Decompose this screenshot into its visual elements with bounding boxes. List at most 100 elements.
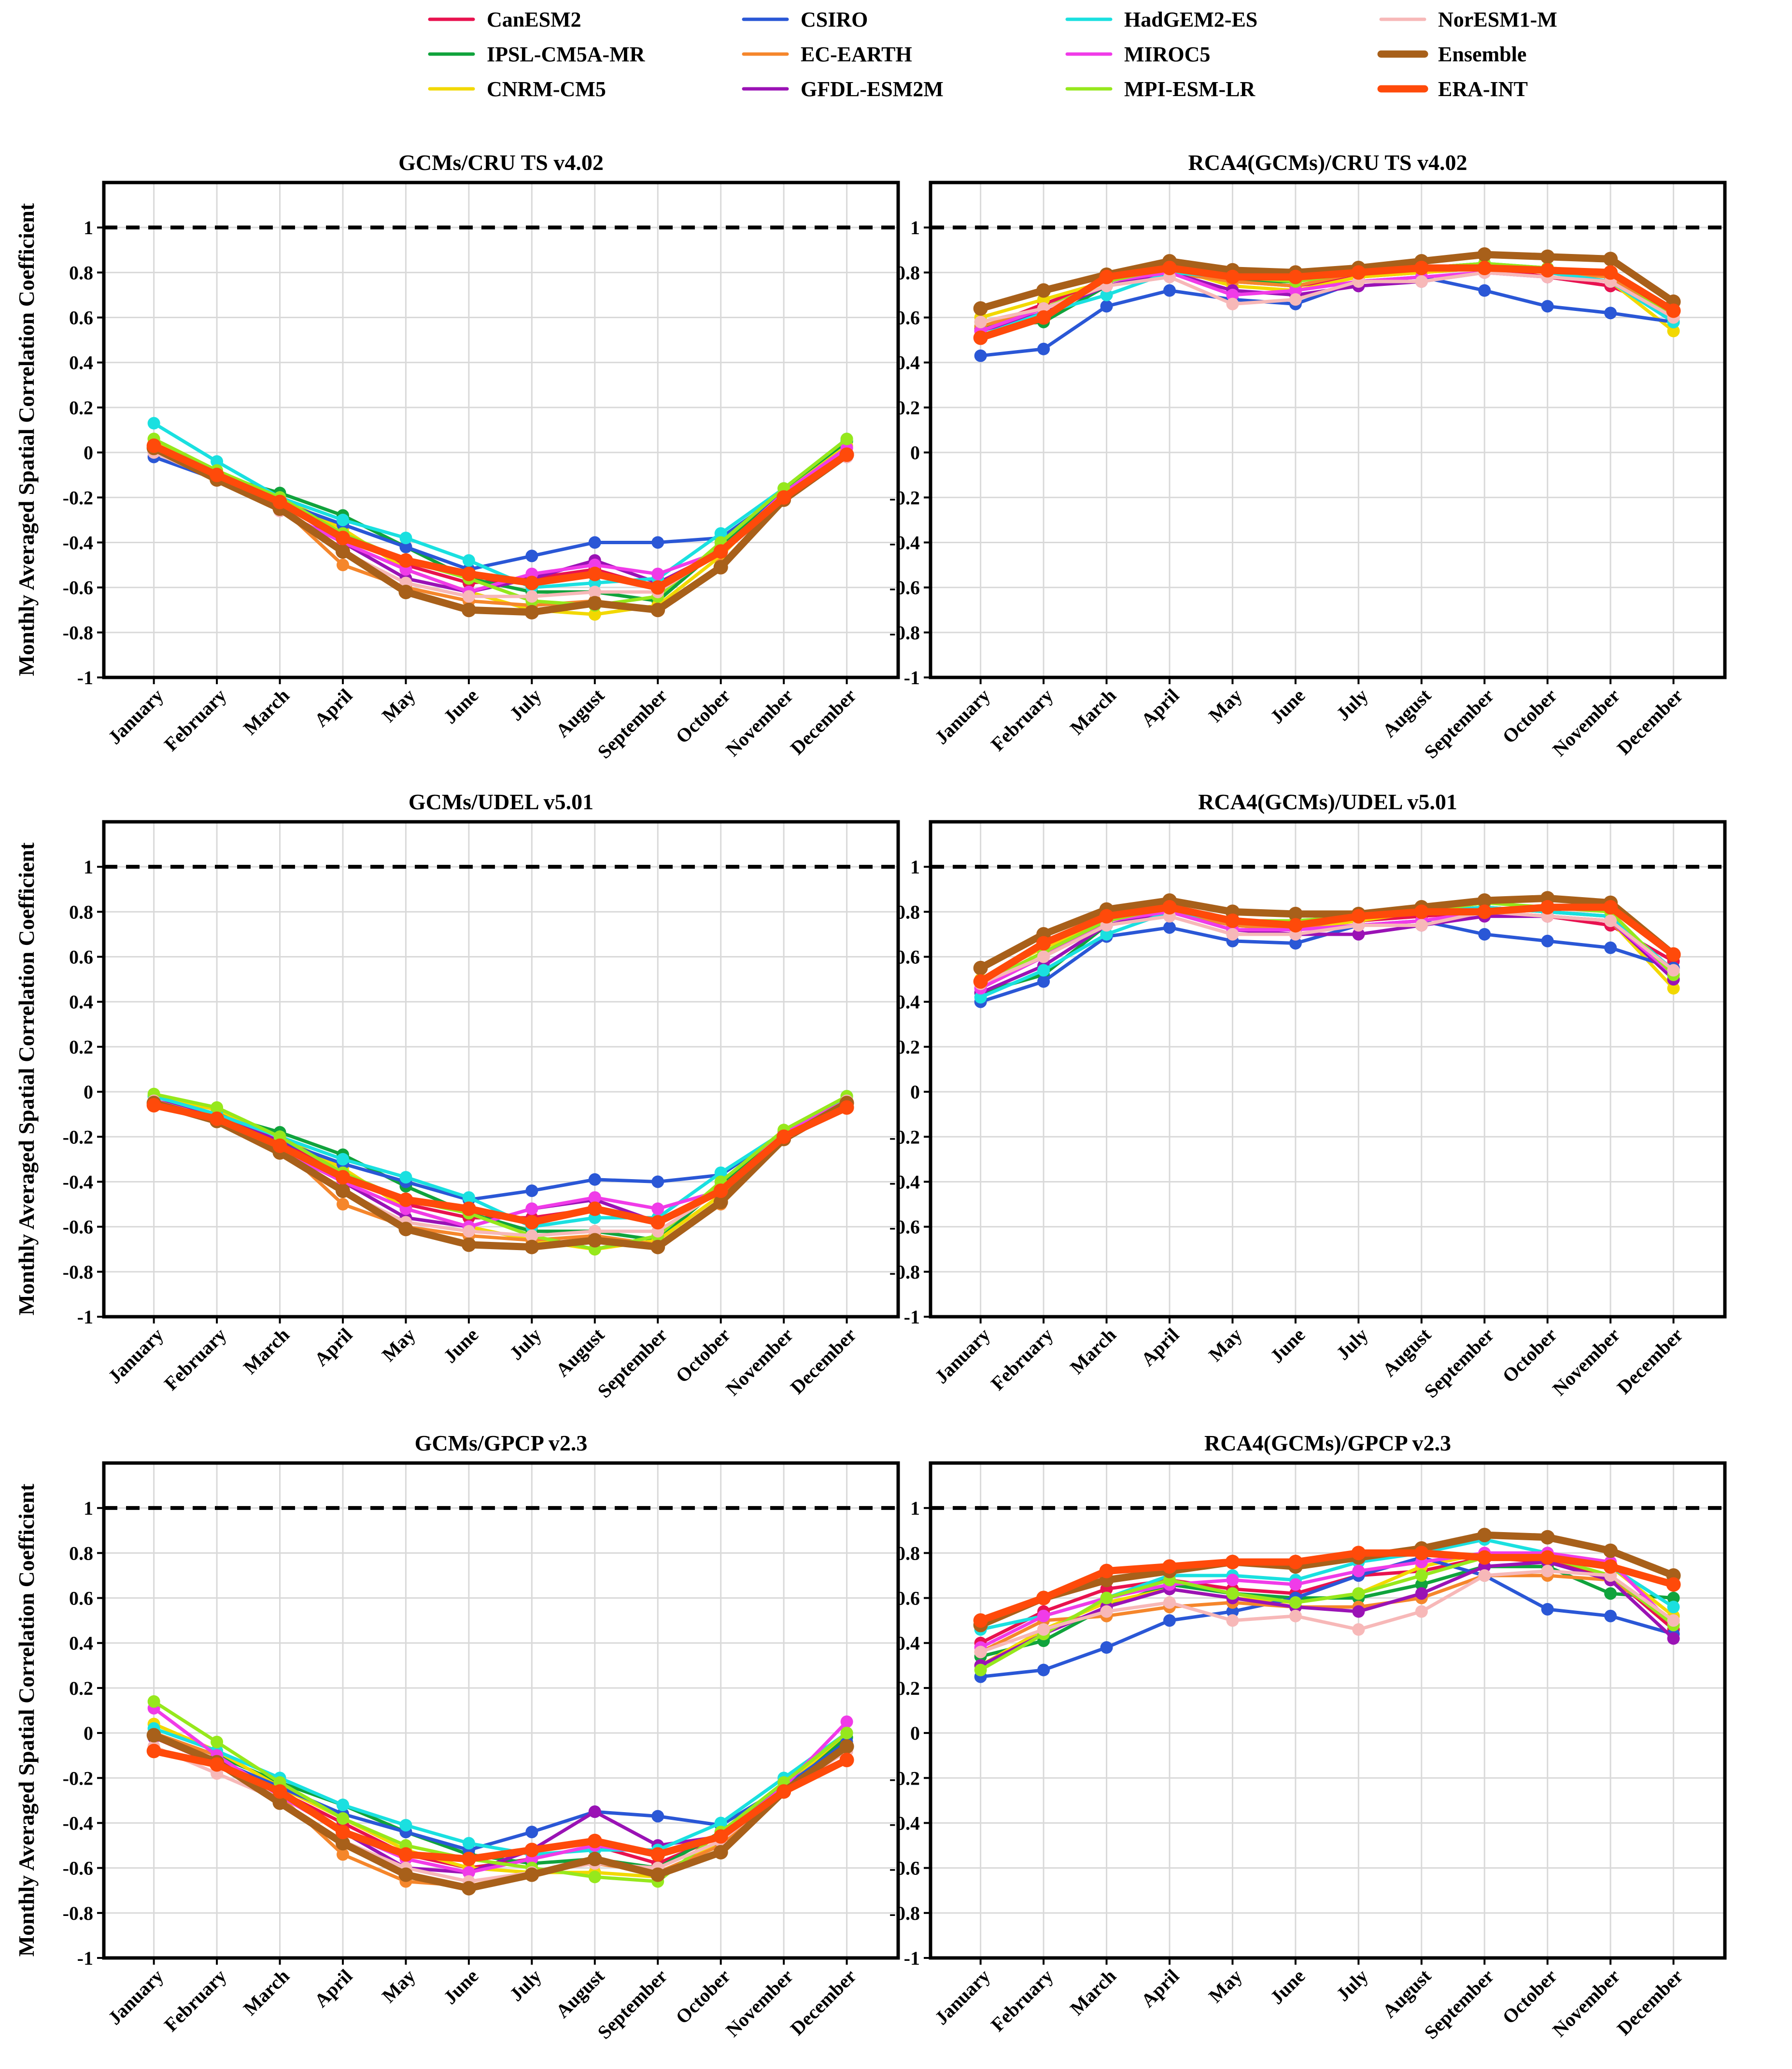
data-point-gfdl-esm2m (1415, 1587, 1428, 1600)
data-point-csiro (588, 536, 601, 549)
x-tick-label: March (1066, 685, 1120, 739)
data-point-noresm1-m (1415, 919, 1428, 932)
data-point-era-int (776, 1129, 791, 1144)
data-point-era-int (1036, 1590, 1051, 1605)
x-tick-label: March (239, 685, 294, 739)
data-point-era-int (272, 494, 287, 509)
data-point-era-int (1351, 265, 1366, 280)
data-point-csiro (1037, 342, 1050, 355)
data-point-ensemble (398, 1867, 413, 1882)
data-point-noresm1-m (1667, 1614, 1680, 1627)
series-line-ensemble (150, 1731, 851, 1892)
data-point-era-int (335, 1825, 350, 1840)
data-point-hadgem2-es (462, 554, 475, 567)
data-point-hadgem2-es (974, 991, 987, 1004)
data-point-csiro (1478, 928, 1491, 941)
data-point-era-int (146, 1098, 161, 1113)
x-tick-label: February (160, 685, 231, 756)
chart-title: RCA4(GCMs)/UDEL v5.01 (1198, 789, 1457, 814)
x-tick-label: December (1613, 1965, 1687, 2040)
data-point-noresm1-m (1037, 950, 1050, 963)
data-point-ensemble (335, 1183, 350, 1198)
data-point-noresm1-m (1100, 1605, 1113, 1618)
data-point-era-int (461, 566, 476, 581)
legend-item-miroc5: MIROC5 (1065, 42, 1210, 66)
data-point-ensemble (398, 584, 413, 599)
x-tick-label: February (160, 1965, 231, 2036)
y-tick-label: -0.4 (889, 1812, 920, 1834)
data-point-ensemble (1540, 249, 1555, 264)
y-tick-label: -0.4 (63, 1812, 93, 1834)
x-tick-label: February (987, 1324, 1058, 1395)
data-point-ipsl-cm5a-mr (1667, 1591, 1680, 1605)
data-point-noresm1-m (1163, 1596, 1176, 1609)
data-point-hadgem2-es (462, 1191, 475, 1204)
panels: GCMs/CRU TS v4.02 -1 -0.8 -0.6 -0.4 -0.2 0 0.2 0… (14, 150, 1727, 2043)
x-tick-label: August (1378, 684, 1436, 742)
data-point-era-int (335, 531, 350, 546)
data-point-miroc5 (462, 1866, 475, 1879)
chart-title: GCMs/GPCP v2.3 (415, 1431, 588, 1455)
data-point-era-int (776, 1784, 791, 1799)
series-line-mpi-esm-lr (152, 437, 849, 607)
data-point-ensemble (650, 603, 665, 618)
y-tick-label: -0.4 (63, 1171, 93, 1193)
y-tick-label: 0.2 (896, 1677, 920, 1699)
x-tick-label: January (931, 1324, 994, 1388)
x-tick-label: June (1266, 685, 1309, 728)
data-point-hadgem2-es (1037, 964, 1050, 977)
data-point-miroc5 (1289, 284, 1302, 297)
data-point-era-int (1540, 1550, 1555, 1565)
y-tick-label: -0.6 (63, 1858, 93, 1879)
data-point-gfdl-esm2m (1667, 1632, 1680, 1645)
data-point-csiro (1604, 1609, 1617, 1622)
y-tick-label: 0.4 (69, 991, 93, 1013)
x-tick-label: October (1498, 1965, 1561, 2028)
data-point-era-int (272, 1784, 287, 1799)
data-point-csiro (1541, 1603, 1554, 1616)
legend-item-noresm1-m: NorESM1-M (1379, 8, 1557, 31)
data-point-miroc5 (1037, 1609, 1050, 1622)
x-tick-label: July (505, 1965, 546, 2006)
chart-title: GCMs/CRU TS v4.02 (398, 150, 604, 175)
data-point-era-int (146, 1744, 161, 1759)
legend-label: EC-EARTH (801, 42, 912, 66)
y-tick-label: 0.2 (896, 1036, 920, 1058)
series-line-csiro (979, 1556, 1676, 1679)
data-point-era-int (1099, 909, 1114, 924)
x-tick-label: August (1378, 1965, 1436, 2022)
y-tick-label: -0.6 (889, 1216, 920, 1238)
data-point-ensemble (587, 1852, 602, 1866)
data-point-era-int (1477, 261, 1492, 276)
data-point-era-int (839, 1100, 854, 1115)
data-point-ensemble (461, 1237, 476, 1252)
data-point-csiro (1604, 307, 1617, 320)
series-line-era-int (977, 903, 1678, 985)
x-tick-label: August (551, 1323, 609, 1381)
data-point-noresm1-m (1352, 1623, 1365, 1636)
data-point-hadgem2-es (714, 1816, 727, 1830)
data-point-csiro (1100, 300, 1113, 313)
data-point-noresm1-m (1604, 915, 1617, 927)
data-point-noresm1-m (1667, 964, 1680, 977)
data-point-miroc5 (840, 1715, 853, 1728)
plot-frame (102, 181, 900, 679)
x-tick-label: July (1332, 1324, 1372, 1365)
series-line-ensemble (150, 1099, 851, 1251)
panel-1: GCMs/CRU TS v4.02 -1 -0.8 -0.6 -0.4 -0.2 0 0.2 0… (14, 150, 900, 763)
data-point-gfdl-esm2m (1352, 928, 1365, 941)
x-tick-label: May (1204, 1965, 1246, 2007)
y-tick-label: 0.8 (896, 262, 920, 283)
data-point-noresm1-m (1289, 1609, 1302, 1622)
y-tick-label: -1 (904, 1947, 920, 1969)
series-line-era-int (977, 1549, 1678, 1624)
data-point-hadgem2-es (336, 513, 349, 526)
plot-frame (102, 820, 900, 1319)
data-point-era-int (398, 1847, 413, 1862)
x-tick-label: April (310, 1965, 356, 2012)
data-point-ensemble (587, 1233, 602, 1248)
gridlines (104, 1463, 898, 1959)
data-point-era-int (1540, 900, 1555, 915)
data-point-noresm1-m (588, 585, 601, 598)
data-point-era-int (973, 330, 988, 345)
